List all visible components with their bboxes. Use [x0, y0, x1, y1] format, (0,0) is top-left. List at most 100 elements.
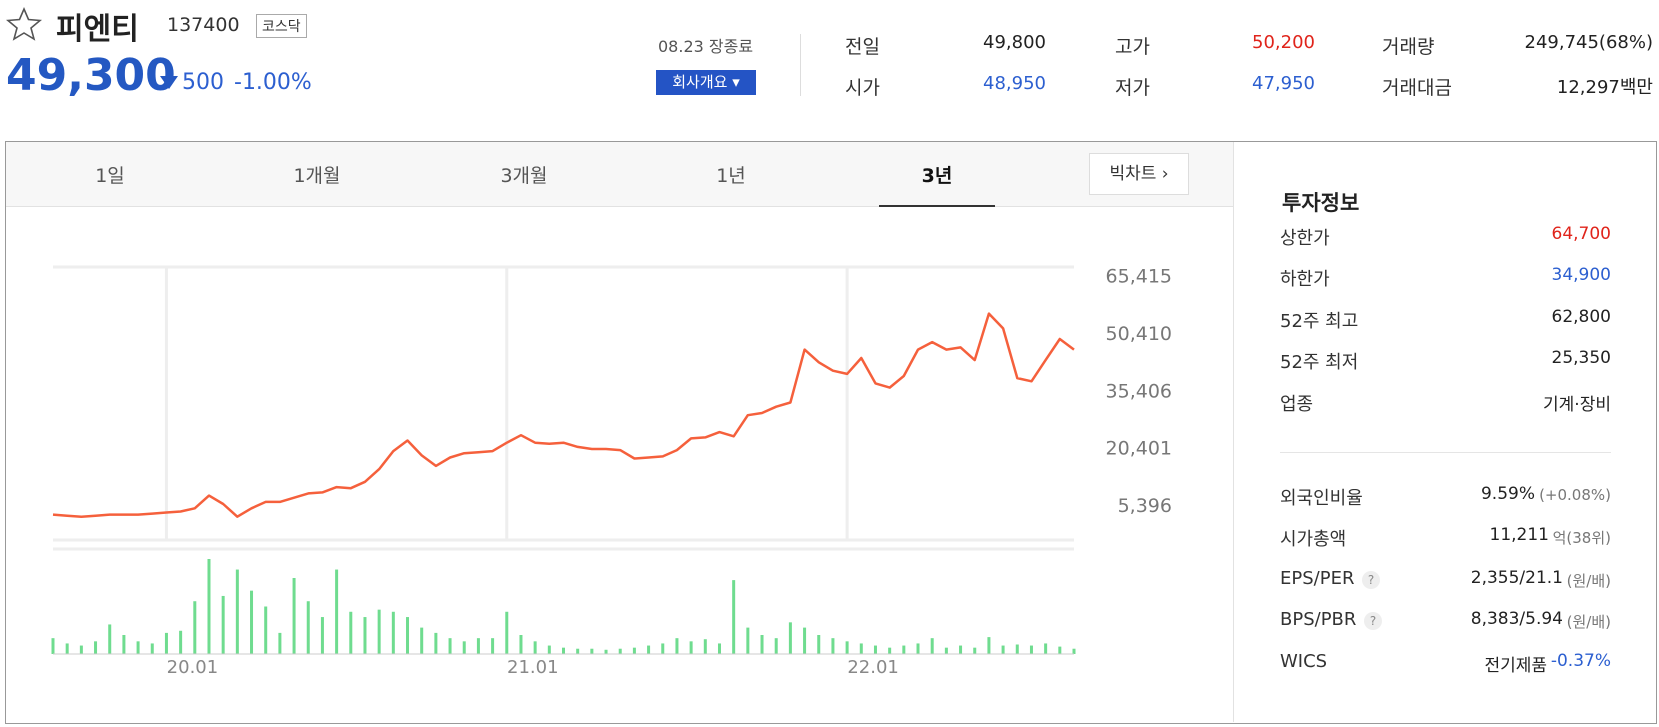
invest-detail-note: (원/배) [1566, 572, 1611, 590]
invest-detail-value: 8,383/5.94 [1470, 609, 1563, 629]
invest-value: 기계·장비 [1543, 395, 1611, 415]
big-chart-button[interactable]: 빅차트 › [1089, 153, 1189, 195]
favorite-star[interactable] [6, 6, 42, 42]
volume-bar [930, 638, 934, 654]
volume-bar [363, 617, 367, 654]
volume-bar [320, 617, 324, 654]
volume-bar [179, 630, 183, 654]
volume-bar [335, 569, 339, 654]
volume-bar [391, 611, 395, 654]
volume-bar [1072, 648, 1076, 654]
invest-value: 64,700 [1551, 224, 1611, 244]
volume-bar [576, 648, 580, 654]
invest-label: 업종 [1280, 394, 1314, 415]
volume-bar [193, 601, 197, 654]
volume-bar [632, 647, 636, 654]
summary-value: 48,950 [983, 73, 1046, 94]
volume-bar [136, 641, 140, 654]
down-arrow [160, 76, 178, 89]
volume-bar [264, 606, 268, 654]
volume-bar [732, 580, 736, 654]
volume-bar [831, 638, 835, 654]
volume-bar [221, 595, 225, 654]
invest-detail-note: -0.37% [1550, 651, 1611, 671]
divider [800, 34, 801, 96]
invest-detail-label: BPS/PBR [1280, 609, 1357, 630]
y-tick-label: 65,415 [1106, 265, 1172, 287]
invest-divider [1280, 452, 1611, 453]
invest-label: 상한가 [1280, 228, 1330, 249]
volume-bar [760, 635, 764, 654]
volume-bar [703, 639, 707, 654]
tab-bar [6, 142, 1233, 207]
volume-bar [250, 590, 254, 654]
invest-label: 52주 최저 [1280, 352, 1359, 373]
volume-bar [774, 638, 778, 654]
period-tab[interactable]: 1일 [95, 165, 125, 187]
volume-bar [859, 643, 863, 654]
period-tab[interactable]: 1년 [716, 165, 746, 187]
volume-bar [647, 645, 651, 654]
period-tab[interactable]: 3개월 [500, 165, 548, 187]
volume-bar [916, 643, 920, 654]
volume-bar [235, 569, 239, 654]
summary-label: 시가 [845, 77, 880, 99]
market-status: 08.23 장종료 [658, 37, 754, 56]
volume-bar [292, 578, 296, 654]
summary-value: 49,800 [983, 32, 1046, 53]
volume-bar [746, 627, 750, 654]
help-icon: ? [1362, 571, 1380, 589]
invest-detail-note: (원/배) [1566, 613, 1611, 631]
volume-bar [661, 643, 665, 654]
volume-bar [902, 645, 906, 654]
volume-bar [959, 645, 963, 654]
period-tab-active[interactable]: 3년 [921, 165, 953, 187]
volume-bar [973, 647, 977, 654]
x-tick-label: 22.01 [847, 657, 899, 678]
volume-bar [1015, 644, 1019, 654]
price-line [52, 312, 1075, 518]
volume-bar [675, 638, 679, 654]
volume-bar [150, 643, 154, 654]
invest-value: 62,800 [1551, 307, 1611, 327]
y-tick-label: 50,410 [1106, 323, 1172, 345]
volume-bar [604, 649, 608, 654]
panel-divider [1233, 142, 1234, 722]
period-tab[interactable]: 1개월 [293, 165, 341, 187]
volume-bar [533, 641, 537, 654]
volume-bar [420, 627, 424, 654]
volume-bar [164, 632, 168, 654]
volume-bar [987, 637, 991, 654]
stock-name: 피엔티 [56, 12, 139, 47]
summary-value: 50,200 [1252, 32, 1315, 53]
volume-bar [79, 645, 83, 654]
volume-bar [845, 641, 849, 654]
big-chart-label: 빅차트 [1109, 164, 1157, 184]
summary-label: 고가 [1115, 36, 1150, 58]
invest-detail-label: WICS [1280, 651, 1328, 672]
chart-panel [5, 141, 1657, 724]
volume-bar [1044, 643, 1048, 654]
stock-code: 137400 [167, 14, 240, 36]
volume-bar [51, 638, 55, 654]
summary-label: 저가 [1115, 77, 1150, 99]
volume-bar [349, 611, 353, 654]
volume-bar [618, 648, 622, 654]
company-button[interactable]: 회사개요 ▾ [656, 70, 756, 95]
invest-detail-value: 9.59% [1480, 484, 1535, 504]
volume-bar [306, 601, 310, 654]
invest-detail-label: 시가총액 [1280, 529, 1347, 550]
invest-detail-label: EPS/PER [1280, 568, 1355, 589]
volume-bar [122, 635, 126, 654]
invest-detail-value: 2,355/21.1 [1470, 568, 1563, 588]
volume-bar [519, 635, 523, 654]
summary-label: 거래량 [1382, 36, 1435, 58]
volume-bar [434, 632, 438, 654]
volume-bar [1001, 645, 1005, 654]
invest-detail-value: 11,211 [1489, 525, 1549, 545]
invest-label: 하한가 [1280, 269, 1330, 290]
summary-label: 전일 [845, 36, 880, 58]
y-tick-label: 5,396 [1118, 495, 1172, 517]
volume-bar [944, 647, 948, 654]
